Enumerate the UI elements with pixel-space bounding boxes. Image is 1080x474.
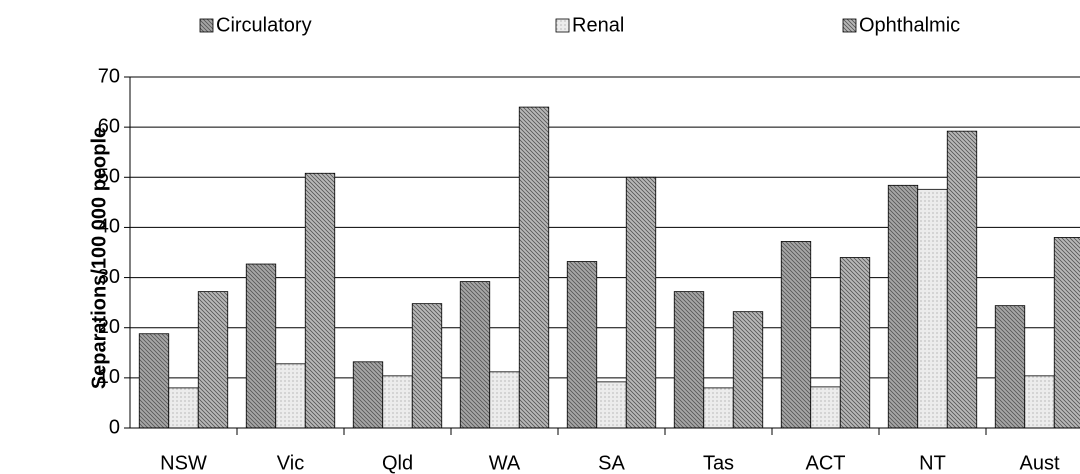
y-tick-label: 0 bbox=[109, 416, 120, 438]
bar bbox=[411, 303, 443, 429]
bar bbox=[887, 184, 919, 429]
bar bbox=[304, 172, 336, 429]
y-tick-label: 70 bbox=[98, 65, 120, 87]
bar bbox=[839, 257, 871, 429]
bar bbox=[382, 375, 413, 429]
legend-label: Ophthalmic bbox=[859, 14, 960, 36]
legend-swatch bbox=[842, 18, 857, 33]
bar bbox=[138, 333, 170, 429]
bar bbox=[275, 363, 306, 429]
bar bbox=[994, 305, 1026, 429]
bar bbox=[732, 311, 764, 429]
bar bbox=[489, 371, 520, 429]
legend-swatch bbox=[199, 18, 214, 33]
bar bbox=[703, 387, 734, 429]
x-tick-label: Tas bbox=[703, 452, 734, 474]
bar bbox=[596, 381, 627, 429]
bar bbox=[673, 291, 705, 429]
bar bbox=[917, 188, 948, 429]
legend-label: Renal bbox=[572, 14, 624, 36]
x-tick-label: WA bbox=[489, 452, 521, 474]
x-tick-label: NSW bbox=[160, 452, 207, 474]
bar bbox=[197, 291, 229, 429]
bar bbox=[566, 261, 598, 429]
bar bbox=[168, 387, 199, 429]
x-tick-label: NT bbox=[919, 452, 946, 474]
y-axis-title: Separations/100 000 people bbox=[88, 127, 110, 389]
bar bbox=[245, 263, 277, 429]
bar bbox=[625, 176, 657, 429]
legend-swatch bbox=[555, 18, 570, 33]
x-tick-label: ACT bbox=[806, 452, 846, 474]
x-tick-label: Qld bbox=[382, 452, 413, 474]
bar bbox=[780, 241, 812, 429]
bar bbox=[459, 281, 491, 429]
y-tick-label: 60 bbox=[98, 115, 120, 137]
x-tick-label: Aust bbox=[1019, 452, 1059, 474]
bar bbox=[1024, 375, 1055, 429]
y-tick-label: 40 bbox=[98, 216, 120, 238]
y-tick-label: 10 bbox=[98, 366, 120, 388]
x-tick-label: Vic bbox=[277, 452, 304, 474]
legend-label: Circulatory bbox=[216, 14, 312, 36]
y-tick-label: 20 bbox=[98, 316, 120, 338]
y-tick-label: 30 bbox=[98, 266, 120, 288]
x-tick-label: SA bbox=[598, 452, 625, 474]
bar bbox=[946, 130, 978, 429]
bar bbox=[810, 386, 841, 429]
y-tick-label: 50 bbox=[98, 166, 120, 188]
bar bbox=[518, 106, 550, 429]
bar bbox=[352, 361, 384, 429]
bar bbox=[1053, 237, 1080, 429]
